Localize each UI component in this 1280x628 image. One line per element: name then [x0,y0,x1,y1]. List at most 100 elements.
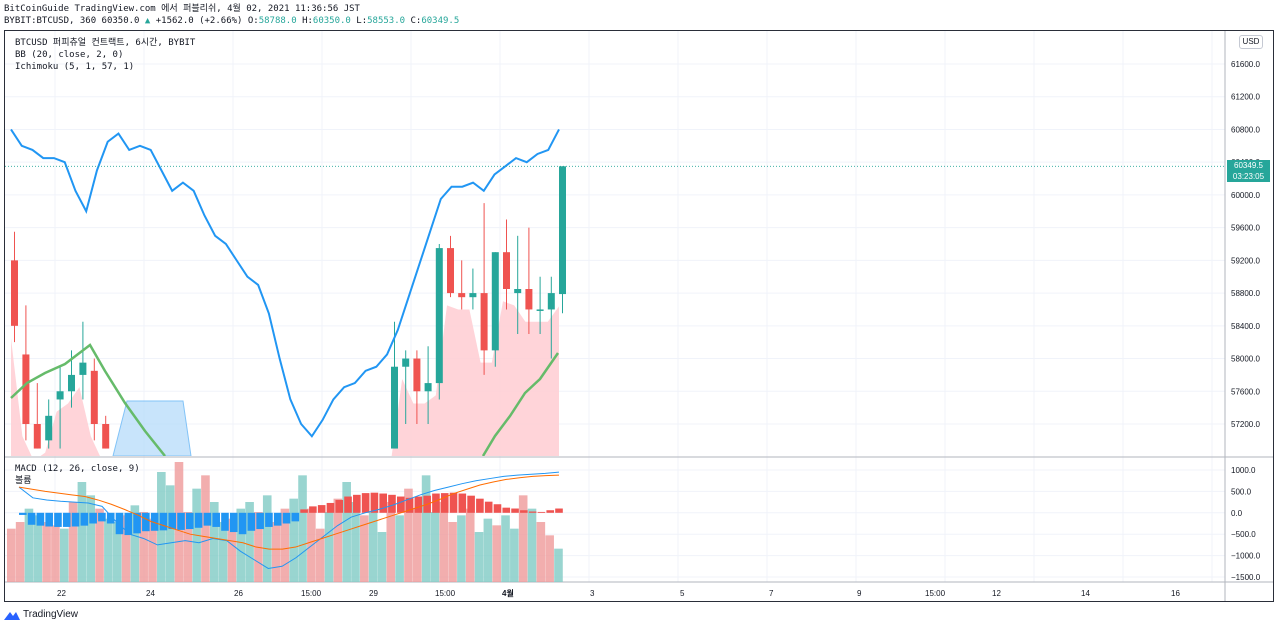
volume-bar [315,528,325,582]
high-value: 60350.0 [312,16,351,26]
right-candle-body [469,293,477,298]
macd-histogram-bar [291,512,300,522]
volume-bar [95,508,104,582]
left-candle-body [68,374,75,392]
price-change: +1562.0 (+2.66%) [155,16,243,26]
macd-tick-label: −500.0 [1231,530,1256,539]
price-tick-label: 59600.0 [1231,224,1260,233]
macd-histogram-bar [520,510,528,513]
macd-histogram-bar [194,512,203,528]
ohlc-header: BYBIT:BTCUSD, 360 60350.0 ▲ +1562.0 (+2.… [4,15,459,27]
price-tag-countdown: 03:23:05 [1232,172,1265,181]
time-tick-label: 24 [146,589,155,598]
last-price: 60350.0 [101,16,140,26]
macd-histogram-bar [370,492,379,513]
bb-lower-fill-right [391,301,559,456]
ichimoku-line-left [10,343,166,456]
macd-histogram-bar [353,494,361,513]
macd-histogram-bar [80,512,89,526]
volume-bar [51,525,60,582]
volume-bar [33,515,43,582]
tradingview-logo-icon [4,611,20,620]
macd-histogram-bar [502,507,511,513]
volume-bar [342,482,351,582]
price-tick-label: 61600.0 [1231,60,1260,69]
macd-histogram-bar [89,512,97,524]
time-tick-label: 29 [369,589,378,598]
open-label: O: [247,16,259,26]
macd-histogram-bar [98,512,106,522]
macd-histogram-bar [142,512,150,532]
time-tick-label: 22 [57,589,66,598]
chart-frame[interactable]: 57200.0 57600.0 58000.0 58400.0 58800.0 59200… [4,30,1274,602]
volume-bar [510,528,519,582]
volume-bar [262,495,272,582]
right-candle-body [391,366,398,449]
volume-bar [218,522,228,582]
bb-legend[interactable]: BB (20, close, 2, 0) [15,50,124,60]
price-tick-label: 60000.0 [1231,191,1260,200]
bb-lower-fill-left [11,338,103,456]
chart-title[interactable]: BTCUSD 퍼피츄얼 컨트랙트, 6시간, BYBIT [15,38,196,48]
left-candle-body [90,370,98,424]
macd-histogram-bar [555,508,563,513]
volume-bar [86,495,96,582]
macd-histogram-bar [379,493,388,513]
macd-histogram-bar [493,504,502,513]
right-candle-body [559,166,566,295]
macd-histogram-bar [546,510,555,513]
macd-histogram-bar [124,512,133,536]
price-tick-label: 61200.0 [1231,93,1260,102]
volume-bar [201,475,210,582]
volume-bar [112,522,122,582]
ichimoku-legend[interactable]: Ichimoku (5, 1, 57, 1) [15,62,135,72]
right-candle-body [514,289,522,294]
macd-legend[interactable]: MACD (12, 26, close, 9) [15,464,140,474]
chart-canvas[interactable]: 57200.0 57600.0 58000.0 58400.0 58800.0 59200… [5,31,1273,601]
volume-bar [536,522,546,582]
volume-bar [324,512,334,582]
macd-histogram-bar [458,493,467,513]
macd-histogram-bar [309,506,317,513]
time-tick-label: 15:00 [925,589,946,598]
volume-bar [15,522,25,582]
volume-bar [236,508,246,582]
macd-histogram-bar [537,511,546,513]
volume-bar [209,502,219,582]
macd-histogram-bar [27,512,36,525]
time-tick-label: 3 [590,589,595,598]
time-tick-label: 15:00 [301,589,322,598]
macd-histogram-bar [221,512,229,531]
left-candle-body [22,354,30,424]
volume-bar [351,502,360,582]
low-value: 58553.0 [367,16,406,26]
macd-histogram-bar [150,512,159,531]
currency-button[interactable]: USD [1239,35,1263,49]
volume-bar [545,535,554,582]
volume-bar [368,512,378,582]
macd-histogram-bar [106,512,115,524]
volume-legend[interactable]: 볼륨 [15,476,32,486]
time-tick-label: 16 [1171,589,1180,598]
price-tick-label: 60800.0 [1231,125,1260,134]
right-candle-body [525,289,533,310]
right-candle-body [447,248,454,294]
left-candle-body [45,415,53,441]
volume-bar [24,508,34,582]
volume-bar [360,515,369,582]
volume-bar [271,522,281,582]
volume-bar [183,512,193,582]
macd-histogram-bar [159,512,168,531]
right-candle-body [536,309,544,311]
volume-bar [421,475,431,582]
volume-bar [483,518,493,582]
macd-histogram-bar [19,512,27,515]
price-tick-label: 57600.0 [1231,387,1260,396]
main-pane [10,128,566,456]
right-candle-body [458,293,466,298]
volume-bar [439,502,449,582]
right-candle-body [547,293,555,310]
price-tick-label: 58000.0 [1231,355,1260,364]
time-tick-label: 14 [1081,589,1090,598]
macd-histogram-bar [388,494,396,513]
